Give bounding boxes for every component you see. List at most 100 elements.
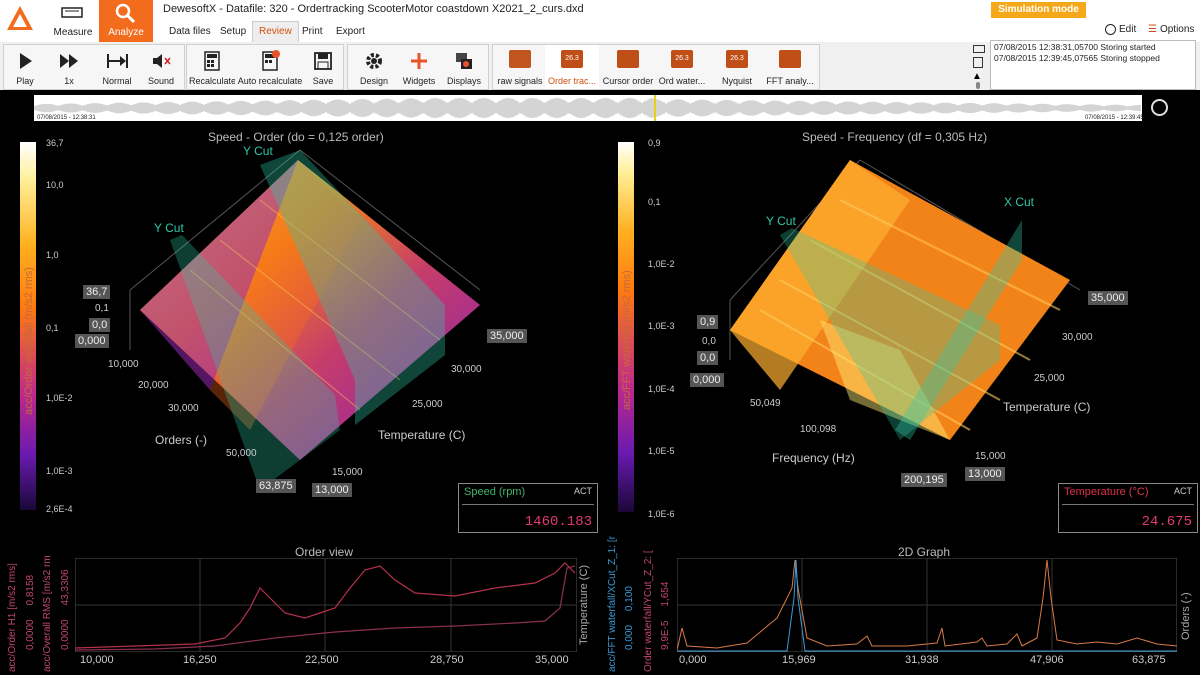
options-button[interactable]: ☰ Options [1148,24,1195,35]
xcut-axis-ticks: 0,000 0,100 [624,586,635,650]
y-cut-plane[interactable] [170,235,340,490]
screen-raw-signals[interactable]: raw signals [495,45,545,89]
screen-cursor-order[interactable]: Cursor order [601,45,655,89]
plus-icon [411,53,427,69]
calculator-icon [204,51,220,71]
y-tick: 25,000 [1034,373,1065,384]
screen-fft-analysis[interactable]: FFT analy... [763,45,817,89]
colorbar-tick: 1,0E-6 [648,509,675,519]
order-view-graph[interactable] [75,558,577,652]
log-entry: 07/08/2015 12:38:31,05700 Storing starte… [994,42,1156,52]
graph-2d-x-tick: 31,938 [905,654,939,666]
speed-readout: Speed (rpm) ACT 1460.183 [458,483,598,533]
y-end-tag: 35,000 [1088,291,1128,305]
right-waterfall-surface[interactable] [700,140,1100,470]
measure-icon [61,7,83,18]
order-h1-axis-ticks: 0,0000 0,8158 [25,574,36,650]
overview-cursor[interactable] [654,95,656,121]
z-tag: 0,9 [697,315,719,329]
normal-button[interactable]: Normal [96,45,138,89]
right-plot-title: Speed - Frequency (df = 0,305 Hz) [802,130,988,144]
compass-icon [1105,24,1116,35]
screen-nyquist[interactable]: 26.3 Nyquist [711,45,763,89]
auto-recalculate-button[interactable]: Auto recalculate [237,45,303,89]
design-button[interactable]: Design [352,45,396,89]
data-overview-strip[interactable] [34,95,1142,121]
event-log[interactable]: 07/08/2015 12:38:31,05700 Storing starte… [990,40,1196,90]
note-icon[interactable] [973,57,983,68]
speed-button[interactable]: 1x [50,45,88,89]
y-tick: 15,000 [975,451,1006,462]
tab-print[interactable]: Print [302,26,323,37]
edit-button[interactable]: Edit [1105,24,1136,35]
order-h1-axis-label: acc/Order H1 [m/s2 rms] [7,563,18,672]
screen-order-tracking[interactable]: 26.3 Order trac... [545,45,599,89]
order-view-right-label: Temperature (C) [578,564,590,645]
order-h1-curve [75,562,576,649]
ycut-axis-label: Order waterfall/YCut_Z_2: [ [643,550,654,672]
speed-value: 1460.183 [524,514,592,530]
order-view-x-tick: 16,250 [183,654,217,666]
y-cut-plane[interactable] [260,150,445,425]
overall-rms-axis-label: acc/Overall RMS [m/s2 rm [42,555,53,672]
simulation-mode-badge: Simulation mode [991,2,1086,18]
recalc-group: Recalculate Auto recalculate Save [186,44,344,90]
analyze-button[interactable]: Analyze [99,0,153,42]
colorbar-tick: 1,0E-2 [46,393,73,403]
left-colorbar-label: acc/Order waterfall (m/s2 rms) [23,267,35,415]
displays-button[interactable]: Displays [442,45,486,89]
playback-group: Play 1x Normal Sound [3,44,185,90]
toolbar: Play 1x Normal Sound Recalculate Auto re… [0,42,1200,90]
save-icon [314,52,332,70]
log-entry: 07/08/2015 12:39:45,07565 Storing stoppe… [994,53,1160,63]
keyboard-icon[interactable] [973,45,985,53]
y-cut-label: Y Cut [766,214,796,228]
graph-2d-title: 2D Graph [898,545,951,559]
colorbar-tick: 0,1 [46,323,59,333]
sound-button[interactable]: Sound [142,45,180,89]
xcut-spectrum [677,559,1177,652]
overall-rms-curve [75,565,576,651]
z-tick: 0,1 [95,303,109,314]
history-icon[interactable] [1151,99,1168,116]
screens-group: raw signals 26.3 Order trac... Cursor or… [492,44,820,90]
window-title: DewesoftX - Datafile: 320 - Ordertrackin… [163,3,584,15]
y-cut-label: Y Cut [243,144,273,158]
y-cut-plane[interactable] [780,228,1000,440]
x-cut-plane[interactable] [895,220,1022,440]
tab-export[interactable]: Export [336,26,365,37]
x-tick: 50,049 [750,398,781,409]
widgets-button[interactable]: Widgets [398,45,440,89]
recalculate-button[interactable]: Recalculate [189,45,235,89]
order-view-x-tick: 22,500 [305,654,339,666]
y-tick: 30,000 [1062,332,1093,343]
x-tick: 20,000 [138,380,169,391]
y-start-tag: 13,000 [312,483,352,497]
z-tag: 0,0 [89,318,111,332]
z-tag: 0,000 [75,334,109,348]
colorbar-tick: 2,6E-4 [46,504,73,514]
tab-review[interactable]: Review [252,21,299,42]
left-waterfall-surface[interactable] [100,140,520,490]
graph-2d[interactable] [677,558,1177,652]
left-colorbar [20,142,36,510]
cursor-icon[interactable]: ▲ [972,71,982,82]
colorbar-tick: 36,7 [46,138,64,148]
y-tick: 25,000 [412,399,443,410]
microphone-icon[interactable] [976,82,980,89]
screen-ord-waterfall[interactable]: 26.3 Ord water... [655,45,709,89]
bar-chart-icon [617,50,639,68]
y-cut-label: Y Cut [154,221,184,235]
colorbar-tick: 1,0E-3 [46,466,73,476]
temperature-value: 24.675 [1141,514,1192,530]
tab-data-files[interactable]: Data files [169,26,211,37]
play-icon [20,53,32,69]
measure-button[interactable]: Measure [47,0,99,42]
y-tick: 15,000 [332,467,363,478]
z-tag: 0,0 [697,351,719,365]
tab-setup[interactable]: Setup [220,26,247,37]
play-button[interactable]: Play [6,45,44,89]
screen-thumbnail-icon: 26.3 [671,50,693,68]
save-button[interactable]: Save [305,45,341,89]
step-icon [107,54,128,68]
